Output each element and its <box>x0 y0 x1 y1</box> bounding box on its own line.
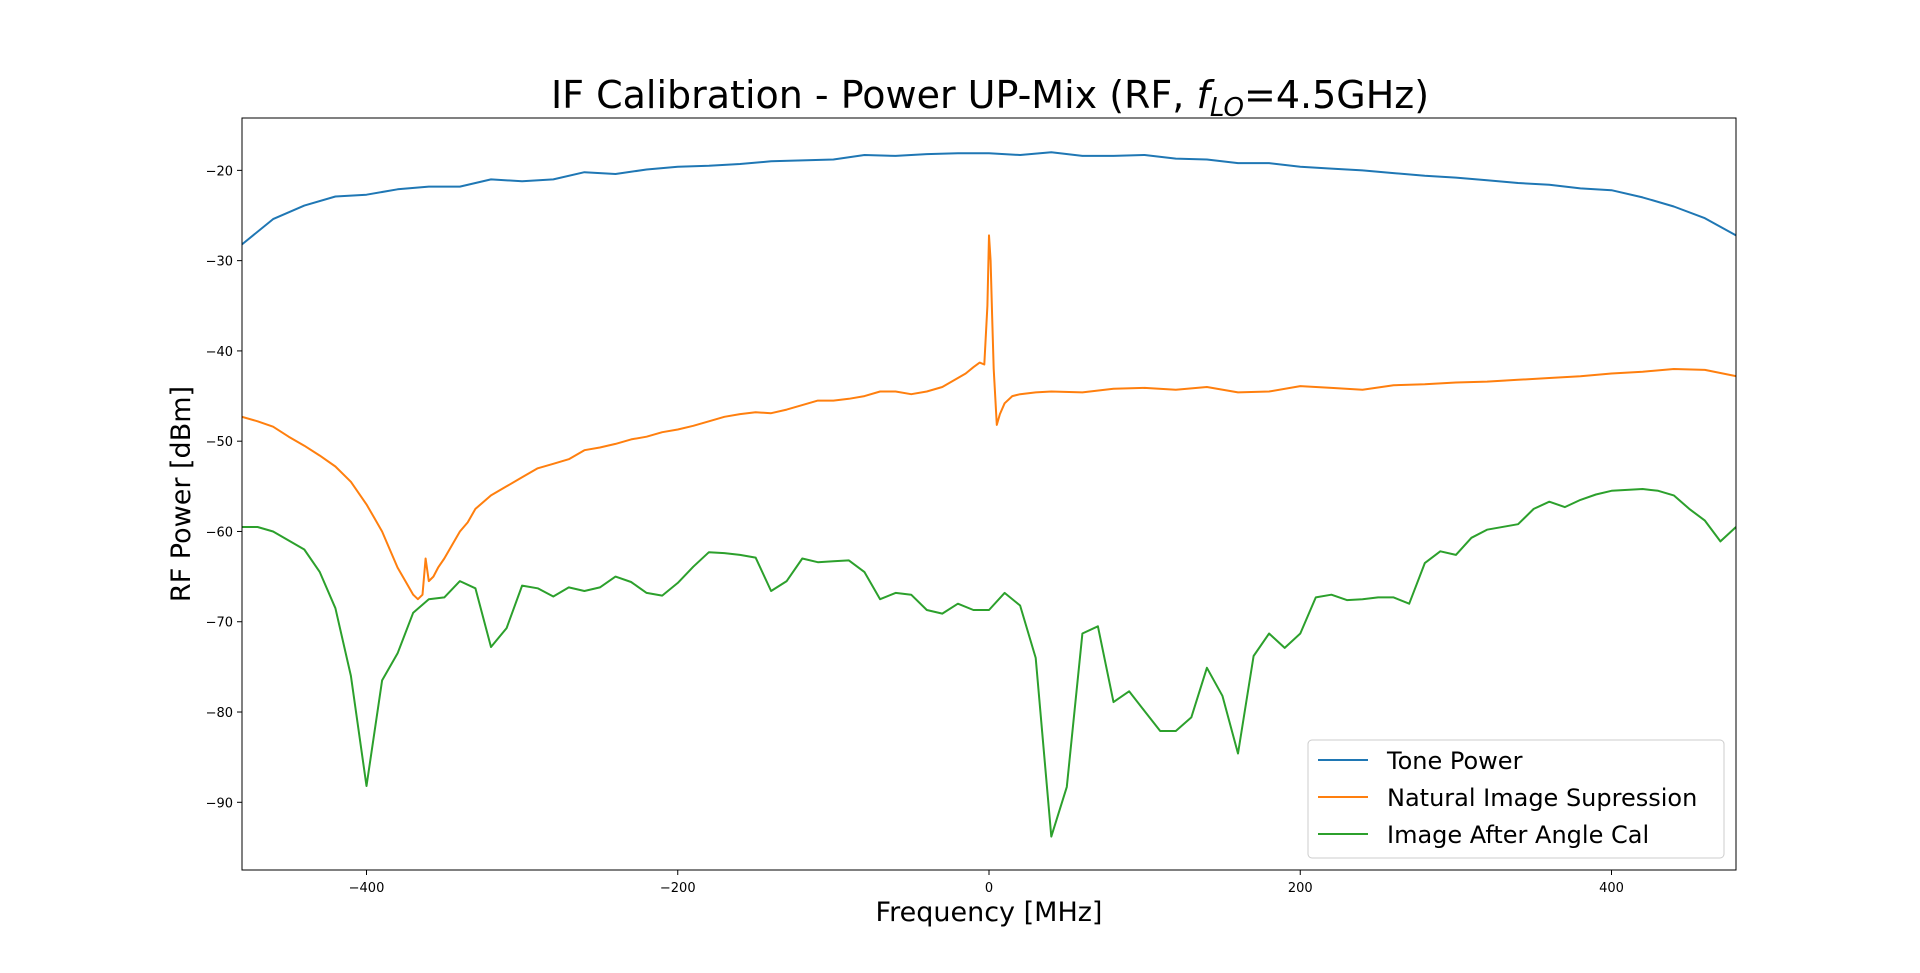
legend-label-tone-power: Tone Power <box>1386 747 1523 775</box>
legend-label-natural-image-supression: Natural Image Supression <box>1387 784 1697 812</box>
x-tick-label: 200 <box>1288 881 1313 896</box>
x-tick-label: 400 <box>1599 881 1624 896</box>
series-line-image-after-angle-cal <box>242 488 1736 838</box>
chart-title-prefix: IF Calibration - Power UP-Mix (RF, <box>551 73 1197 117</box>
y-axis: −20 −30 −40 −50 −60 −70 −80 −90 <box>206 164 242 811</box>
x-tick-label: 0 <box>985 881 993 896</box>
y-tick-label: −90 <box>206 796 233 811</box>
x-axis-label: Frequency [MHz] <box>876 897 1103 928</box>
legend-box <box>1307 739 1725 859</box>
y-tick-label: −80 <box>206 706 233 721</box>
x-tick-label: −400 <box>349 881 385 896</box>
chart-title: IF Calibration - Power UP-Mix (RF, fLO=4… <box>551 73 1429 123</box>
legend: Tone Power Natural Image Supression Imag… <box>1307 739 1725 859</box>
y-tick-label: −70 <box>206 616 233 631</box>
legend-label-image-after-angle-cal: Image After Angle Cal <box>1387 821 1649 849</box>
series-line-natural-image-supression <box>242 234 1736 601</box>
y-tick-label: −60 <box>206 525 233 540</box>
y-tick-label: −50 <box>206 435 233 450</box>
chart-title-suffix: =4.5GHz) <box>1244 73 1429 117</box>
y-tick-label: −40 <box>206 345 233 360</box>
x-tick-label: −200 <box>660 881 696 896</box>
y-tick-label: −30 <box>206 255 233 270</box>
x-axis: −400 −200 0 200 400 <box>349 870 1624 896</box>
series-line-tone-power <box>242 151 1736 246</box>
y-axis-label: RF Power [dBm] <box>166 386 197 602</box>
y-tick-label: −20 <box>206 164 233 179</box>
series-layer <box>242 151 1736 838</box>
